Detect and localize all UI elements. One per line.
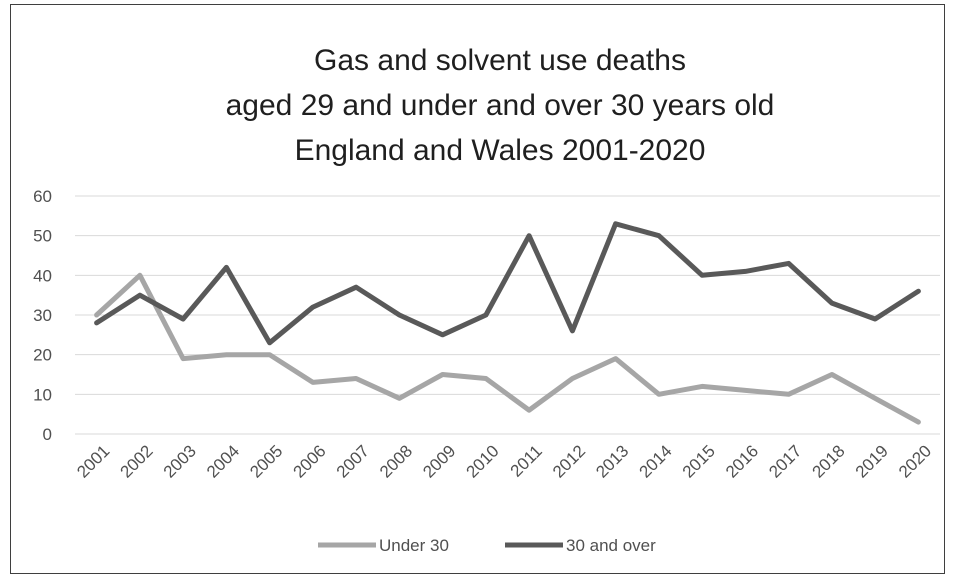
x-tick-label: 2004 (203, 441, 243, 481)
x-tick-label: 2007 (333, 441, 373, 481)
y-tick-label: 10 (33, 385, 52, 404)
x-tick-label: 2016 (722, 441, 762, 481)
x-tick-label: 2017 (765, 441, 805, 481)
x-tick-label: 2010 (463, 441, 503, 481)
title-line-1: Gas and solvent use deaths (314, 44, 686, 77)
x-tick-label: 2008 (376, 441, 416, 481)
x-tick-label: 2012 (549, 441, 589, 481)
x-tick-label: 2002 (117, 441, 157, 481)
y-tick-label: 50 (33, 227, 52, 246)
y-tick-label: 30 (33, 306, 52, 325)
y-tick-label: 40 (33, 266, 52, 285)
x-tick-label: 2015 (679, 441, 719, 481)
series-lines (94, 221, 921, 425)
title-line-2: aged 29 and under and over 30 years old (226, 89, 775, 122)
y-tick-label: 0 (43, 425, 52, 444)
x-tick-label: 2005 (246, 441, 286, 481)
x-tick-label: 2020 (895, 441, 935, 481)
y-axis-ticks: 0 10 20 30 40 50 60 (33, 187, 52, 444)
series-line-under-30 (94, 272, 921, 425)
x-tick-label: 2003 (160, 441, 200, 481)
gridlines (75, 195, 940, 435)
x-tick-label: 2006 (290, 441, 330, 481)
x-tick-label: 2011 (507, 441, 546, 480)
title-line-3: England and Wales 2001-2020 (295, 134, 706, 167)
x-tick-label: 2001 (73, 441, 113, 481)
x-tick-label: 2018 (809, 441, 849, 481)
x-tick-label: 2009 (419, 441, 459, 481)
series-line-30-and-over (94, 221, 921, 346)
x-tick-label: 2019 (852, 441, 892, 481)
y-tick-label: 60 (33, 187, 52, 206)
chart-title: Gas and solvent use deaths aged 29 and u… (226, 44, 775, 167)
x-tick-label: 2014 (636, 441, 676, 481)
x-axis-ticks: 2001 2002 2003 2004 2005 2006 2007 2008 2009 2010… (73, 441, 935, 481)
legend: Under 30 30 and over (318, 536, 656, 555)
chart-frame (10, 4, 945, 574)
x-tick-label: 2013 (592, 441, 632, 481)
legend-label-30-and-over: 30 and over (566, 536, 656, 555)
legend-label-under-30: Under 30 (379, 536, 449, 555)
y-tick-label: 20 (33, 346, 52, 365)
